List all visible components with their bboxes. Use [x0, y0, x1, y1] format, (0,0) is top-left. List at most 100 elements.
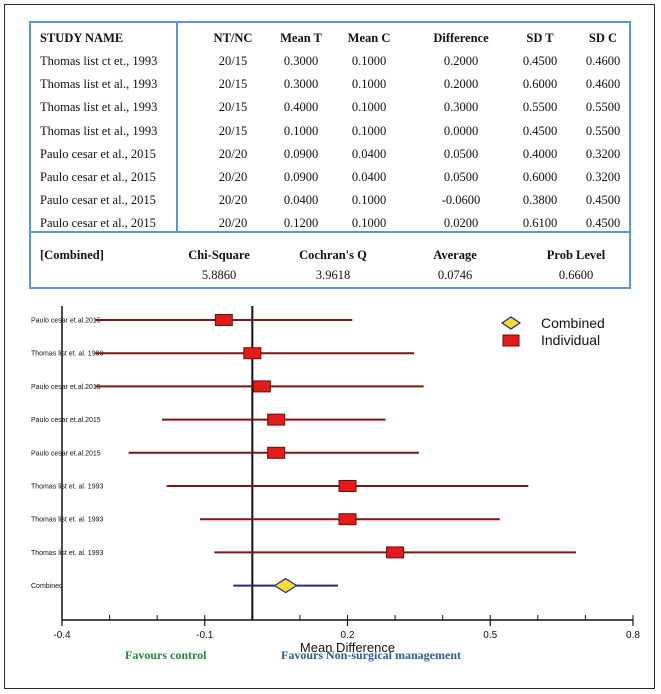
table-cell: 0.0000 [443, 123, 479, 138]
table-cell: 0.0500 [443, 146, 479, 161]
x-tick-label: 0.5 [483, 630, 497, 641]
table-cell: 0.0900 [283, 170, 319, 184]
study-name-cell: Paulo cesar et al., 2015 [40, 193, 156, 208]
legend-combined-label: Combined [541, 315, 605, 331]
study-effect-box [243, 347, 262, 360]
table-header-1: NT/NC [213, 31, 253, 45]
table-cell: 0.4500 [585, 193, 621, 208]
table-cell: 0.4600 [585, 54, 621, 68]
study-label: Paulo cesar et.al.2015 [31, 318, 101, 325]
study-effect-box [267, 413, 286, 426]
figure-frame [4, 4, 655, 689]
study-effect-box [252, 380, 271, 393]
table-cell: 20/20 [218, 170, 248, 184]
table-header-6: SD C [588, 31, 618, 45]
table-cell: 0.0400 [351, 146, 387, 161]
combined-value-2: 0.0746 [437, 268, 473, 282]
study-label: Thomas list et. al. 1993 [31, 550, 103, 557]
study-effect-box [338, 513, 357, 526]
study-label: Thomas list et. al. 1993 [31, 351, 103, 358]
study-effect-box [386, 546, 405, 559]
combined-value-0: 5.8860 [201, 268, 237, 282]
table-cell: 0.2000 [443, 77, 479, 92]
table-cell: 0.6000 [522, 77, 558, 92]
x-axis-label: Mean Difference [300, 640, 395, 655]
table-cell: 0.1200 [283, 216, 319, 231]
study-label: Thomas list et. al. 1993 [31, 484, 103, 491]
combined-row-label: Combined [31, 583, 63, 590]
combined-label: [Combined] [40, 248, 104, 262]
table-header-5: SD T [526, 31, 554, 45]
legend-individual-label: Individual [541, 332, 600, 348]
x-tick-label: -0.4 [53, 630, 71, 641]
combined-diamond [273, 577, 298, 594]
table-cell: 0.0500 [443, 170, 479, 184]
table-cell: 20/20 [218, 146, 248, 161]
study-name-cell: Thomas list et al., 1993 [40, 123, 158, 138]
table-cell: 0.0200 [443, 216, 479, 231]
study-name-cell: Paulo cesar et al., 2015 [40, 216, 156, 231]
table-cell: 0.4500 [522, 123, 558, 138]
table-cell: 0.3200 [585, 170, 621, 184]
table-cell: 0.6100 [522, 216, 558, 231]
table-column-divider [176, 23, 178, 231]
combined-value-3: 0.6600 [558, 268, 594, 282]
table-cell: 0.1000 [351, 54, 387, 68]
table-cell: 0.6000 [522, 170, 558, 184]
table-cell: 0.5500 [522, 100, 558, 115]
combined-header-3: Prob Level [546, 248, 606, 262]
x-tick-label: 0.2 [341, 630, 355, 641]
study-name-cell: Thomas list et al., 1993 [40, 77, 158, 92]
table-cell: 0.3000 [283, 54, 319, 68]
table-cell: 0.3200 [585, 146, 621, 161]
table-cell: 0.2000 [443, 54, 479, 68]
table-cell: 0.0400 [351, 170, 387, 184]
table-header-2: Mean T [280, 31, 322, 45]
table-cell: 20/15 [218, 54, 248, 68]
table-cell: 0.1000 [351, 77, 387, 92]
table-cell: 20/15 [218, 77, 248, 92]
table-cell: 0.0400 [283, 193, 319, 208]
table-cell: 0.1000 [351, 193, 387, 208]
x-tick-label: -0.1 [196, 630, 214, 641]
table-cell: 20/20 [218, 193, 248, 208]
table-cell: 20/15 [218, 100, 248, 115]
study-name-cell: Thomas list ct et., 1993 [40, 54, 158, 68]
table-cell: 0.5500 [585, 123, 621, 138]
table-header-4: Difference [433, 31, 489, 45]
table-cell: 20/20 [218, 216, 248, 231]
table-header-3: Mean C [347, 31, 391, 45]
table-cell: 0.3000 [283, 77, 319, 92]
table-cell: 0.1000 [283, 123, 319, 138]
table-cell: 0.0900 [283, 146, 319, 161]
x-tick-label: 0.8 [626, 630, 640, 641]
legend-individual-box [502, 334, 520, 347]
table-cell: -0.0600 [441, 193, 481, 208]
study-label: Paulo cesar et.al.2015 [31, 417, 101, 424]
table-cell: 0.4500 [522, 54, 558, 68]
table-header-0: STUDY NAME [40, 31, 124, 45]
table-cell: 0.3800 [522, 193, 558, 208]
table-cell: 0.5500 [585, 100, 621, 115]
table-cell: 0.4600 [585, 77, 621, 92]
study-label: Thomas list et. al. 1993 [31, 517, 103, 524]
table-cell: 20/15 [218, 123, 248, 138]
study-effect-box [338, 480, 357, 492]
combined-header-2: Average [433, 248, 477, 262]
favours-control-label: Favours control [125, 648, 207, 662]
study-label: Paulo cesar et.al.2015 [31, 450, 101, 457]
study-label: Paulo cesar et.al.2015 [31, 384, 101, 391]
favours-treatment-label: Favours Non-surgical management [281, 648, 461, 662]
combined-header-1: Cochran's Q [299, 248, 367, 262]
table-cell: 0.4500 [585, 216, 621, 231]
table-cell: 0.1000 [351, 123, 387, 138]
study-effect-box [267, 446, 286, 459]
study-name-cell: Paulo cesar et al., 2015 [40, 170, 156, 184]
legend-combined-diamond [500, 316, 522, 330]
table-cell: 0.4000 [283, 100, 319, 115]
study-name-cell: Paulo cesar et al., 2015 [40, 146, 156, 161]
study-name-cell: Thomas list et al., 1993 [40, 100, 158, 115]
table-row-divider [31, 231, 629, 233]
table-cell: 0.3000 [443, 100, 479, 115]
table-cell: 0.1000 [351, 100, 387, 115]
